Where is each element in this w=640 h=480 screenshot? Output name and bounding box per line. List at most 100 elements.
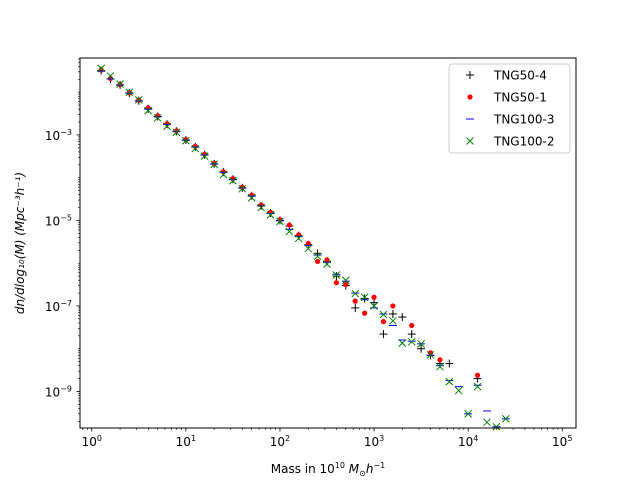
data-point [324,257,330,263]
data-point [210,160,219,169]
x-axis-label: Mass in 1010 M⊙h−1 [271,461,386,478]
data-point [388,309,397,318]
x-tick-label: 100 [82,434,102,449]
data-point [351,289,360,298]
x-tick-label: 105 [552,434,572,449]
data-point [191,144,200,153]
data-point [426,350,435,359]
data-point [389,316,397,325]
legend-label: TNG100-2 [493,135,554,149]
data-point [153,114,162,122]
data-point [341,276,350,285]
data-point [333,280,340,286]
data-point [483,418,491,427]
data-point [229,176,237,185]
data-point [220,169,227,175]
y-tick-label: 10−7 [45,299,72,314]
x-tick-label: 102 [270,434,290,449]
data-point [380,319,387,325]
data-point [116,80,124,88]
legend-entry: TNG100-3 [466,113,554,127]
data-point [407,330,416,339]
data-point [362,310,368,316]
data-point [351,303,360,312]
data-point [172,128,181,137]
data-point [200,152,209,160]
data-point [286,222,292,228]
data-point [352,298,358,304]
data-point [398,339,407,348]
data-point [97,64,106,73]
data-point [266,211,275,219]
data-point [249,192,255,198]
data-point [314,258,321,265]
data-point [501,414,510,423]
data-point [219,170,228,179]
data-point [370,298,379,307]
data-point [276,217,284,226]
data-point [304,244,313,253]
data-point [332,272,341,281]
data-point [257,203,265,212]
data-point [183,136,189,143]
y-tick-label: 10−3 [45,128,72,143]
data-point [144,106,153,115]
data-point [125,88,134,97]
x-tick-label: 104 [458,434,478,449]
legend-entry: TNG50-4 [466,69,547,83]
data-point [163,122,171,131]
data-point [371,294,377,300]
y-tick-label: 10−5 [45,213,72,228]
data-point [332,271,341,279]
data-point [473,382,482,391]
data-point [294,234,303,243]
data-point [285,227,294,236]
data-point [305,240,311,247]
legend-entry: TNG50-1 [467,91,547,105]
x-tick-label: 103 [364,434,384,449]
data-markers [97,64,510,431]
data-point [106,72,115,80]
series-tng100-2 [97,64,510,431]
y-axis-label: dn/dlog₁₀(M) (Mpc⁻³h⁻¹) [13,172,27,314]
data-point [370,302,378,310]
legend: TNG50-4 TNG50-1 TNG100-3 TNG100-2 [448,63,571,154]
data-point [379,330,388,339]
legend-label: TNG100-3 [493,113,554,127]
data-point [445,377,454,386]
data-point [211,160,217,167]
data-point [323,260,331,269]
data-point [360,294,369,303]
data-point [407,337,416,346]
data-point [247,193,256,202]
legend-box [448,63,571,154]
legend-marker [466,71,474,79]
data-point [398,313,407,322]
data-point [437,357,443,363]
data-point [417,340,425,348]
legend-marker [466,137,474,145]
data-point [454,386,463,395]
data-point [390,303,396,309]
data-point [474,372,481,378]
y-tick-label: 10−9 [45,384,72,399]
axis-ticks: 100 101 102 103 104 105 10−9 10−7 10−5 10−3 [45,58,572,449]
data-point [464,409,473,418]
data-point [313,252,322,261]
data-point [267,209,274,215]
legend-label: TNG50-4 [493,69,547,83]
data-point [445,359,454,368]
legend-label: TNG50-1 [493,91,547,105]
data-point [417,344,426,353]
data-point [436,362,444,371]
data-point [360,293,369,302]
data-point [258,202,264,208]
legend-entry: TNG100-2 [466,135,554,149]
data-point [173,128,180,134]
legend-marker [467,94,473,100]
data-point [182,136,190,145]
data-point [238,184,247,193]
data-point [343,281,349,287]
data-point [409,322,415,329]
